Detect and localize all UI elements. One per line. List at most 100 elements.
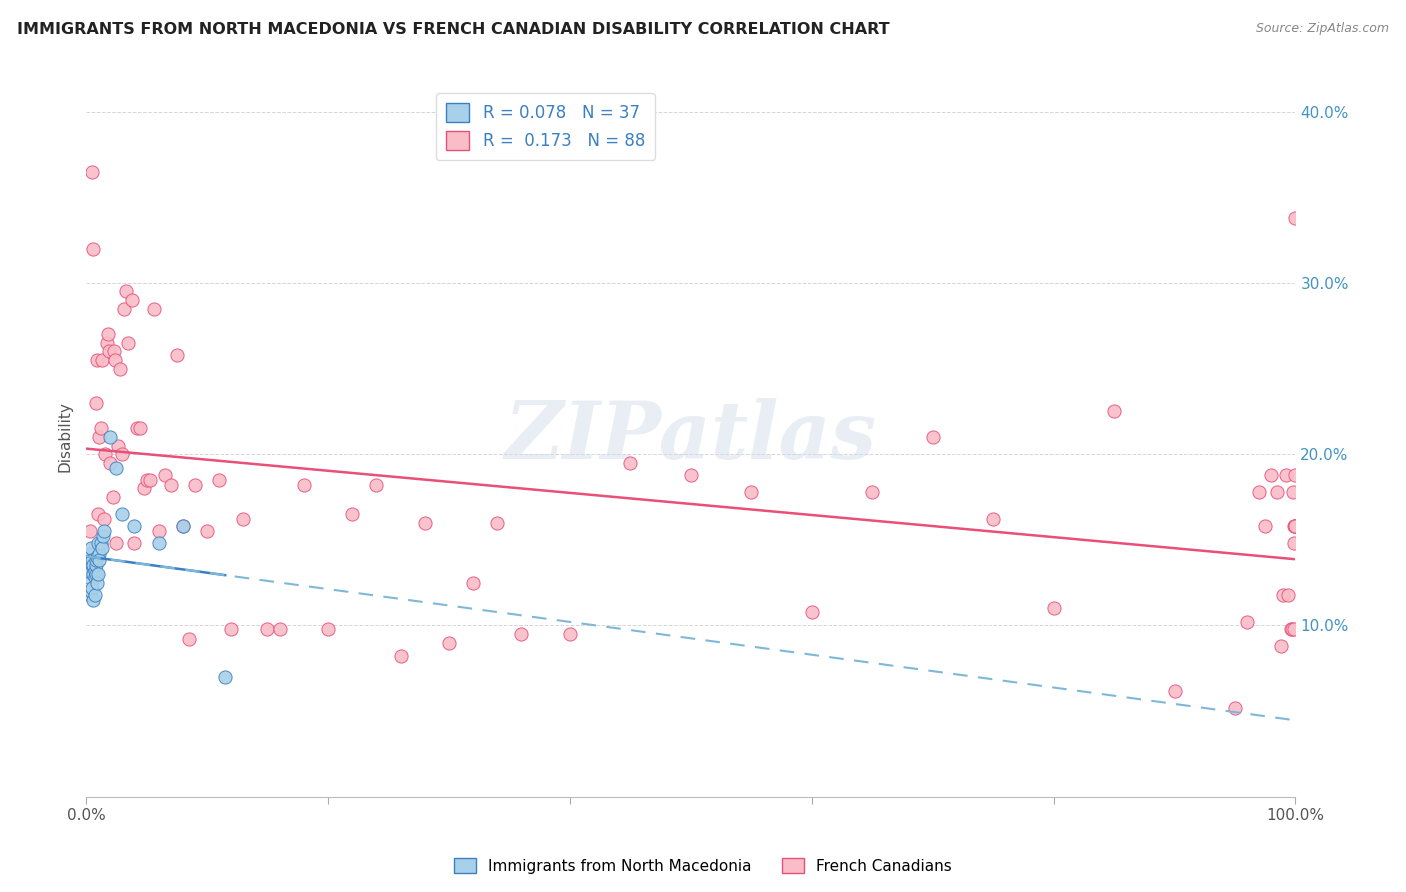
Point (84, 396, 107, 410)
Point (1284, 519, 1306, 533)
Point (134, 482, 156, 496)
Text: ZIPatlas: ZIPatlas (505, 399, 877, 475)
Point (105, 536, 128, 550)
Point (1284, 536, 1306, 550)
Point (219, 622, 242, 636)
Point (1282, 484, 1305, 499)
Point (79, 524, 101, 539)
Point (87, 536, 110, 550)
Point (1163, 683, 1185, 698)
Point (1102, 404, 1125, 418)
Point (90, 421, 112, 435)
Point (125, 421, 148, 435)
Point (166, 348, 188, 362)
Point (679, 467, 702, 482)
Point (1274, 467, 1296, 482)
Point (83, 564, 105, 578)
Point (98, 456, 121, 470)
Y-axis label: Disability: Disability (58, 401, 72, 473)
Legend: Immigrants from North Macedonia, French Canadians: Immigrants from North Macedonia, French … (449, 852, 957, 880)
Point (108, 361, 131, 376)
Point (107, 439, 129, 453)
Point (486, 516, 509, 530)
Point (1277, 588, 1299, 602)
Point (87, 567, 110, 582)
Point (90, 536, 112, 550)
Point (292, 478, 315, 492)
Point (89, 553, 111, 567)
Point (87, 507, 110, 521)
Point (97, 327, 120, 342)
Point (437, 635, 460, 649)
Point (1236, 615, 1258, 629)
Point (82, 164, 104, 178)
Point (98, 430, 121, 444)
Point (121, 293, 143, 307)
Point (1272, 588, 1295, 602)
Point (139, 473, 162, 487)
Point (84, 553, 107, 567)
Point (86, 549, 108, 564)
Point (90, 541, 112, 556)
Point (177, 632, 200, 647)
Point (89, 547, 111, 561)
Point (1284, 622, 1306, 636)
Point (82, 581, 104, 595)
Point (510, 627, 533, 641)
Point (103, 344, 125, 359)
Point (80, 541, 103, 556)
Point (1284, 519, 1306, 533)
Point (115, 285, 138, 299)
Point (93, 512, 115, 526)
Point (1223, 700, 1246, 714)
Point (98, 344, 121, 359)
Point (84, 567, 107, 582)
Point (91, 529, 114, 543)
Point (90, 353, 112, 368)
Point (104, 353, 127, 368)
Point (1260, 467, 1282, 482)
Point (461, 575, 484, 590)
Point (1265, 484, 1288, 499)
Point (981, 512, 1004, 526)
Point (82, 242, 104, 256)
Point (148, 536, 170, 550)
Point (366, 478, 388, 492)
Point (1270, 639, 1292, 653)
Point (269, 622, 291, 636)
Point (142, 301, 165, 316)
Point (316, 622, 339, 636)
Point (153, 467, 176, 482)
Point (84, 558, 107, 573)
Point (80, 584, 103, 599)
Point (340, 507, 363, 521)
Point (860, 484, 883, 499)
Point (172, 519, 194, 533)
Point (619, 456, 641, 470)
Text: IMMIGRANTS FROM NORTH MACEDONIA VS FRENCH CANADIAN DISABILITY CORRELATION CHART: IMMIGRANTS FROM NORTH MACEDONIA VS FRENC… (17, 22, 890, 37)
Point (1284, 211, 1306, 225)
Text: Source: ZipAtlas.com: Source: ZipAtlas.com (1256, 22, 1389, 36)
Point (83, 588, 105, 602)
Point (94, 447, 117, 461)
Point (117, 335, 139, 350)
Point (1284, 519, 1306, 533)
Point (101, 490, 124, 504)
Point (96, 335, 118, 350)
Point (79, 588, 101, 602)
Point (124, 536, 146, 550)
Point (256, 622, 278, 636)
Point (135, 473, 157, 487)
Point (89, 430, 111, 444)
Point (1254, 519, 1277, 533)
Point (86, 353, 108, 368)
Point (83, 570, 105, 584)
Point (79, 553, 101, 567)
Point (800, 605, 823, 619)
Point (389, 649, 412, 664)
Point (413, 516, 436, 530)
Point (208, 473, 231, 487)
Point (111, 447, 134, 461)
Point (93, 524, 115, 539)
Point (1281, 622, 1303, 636)
